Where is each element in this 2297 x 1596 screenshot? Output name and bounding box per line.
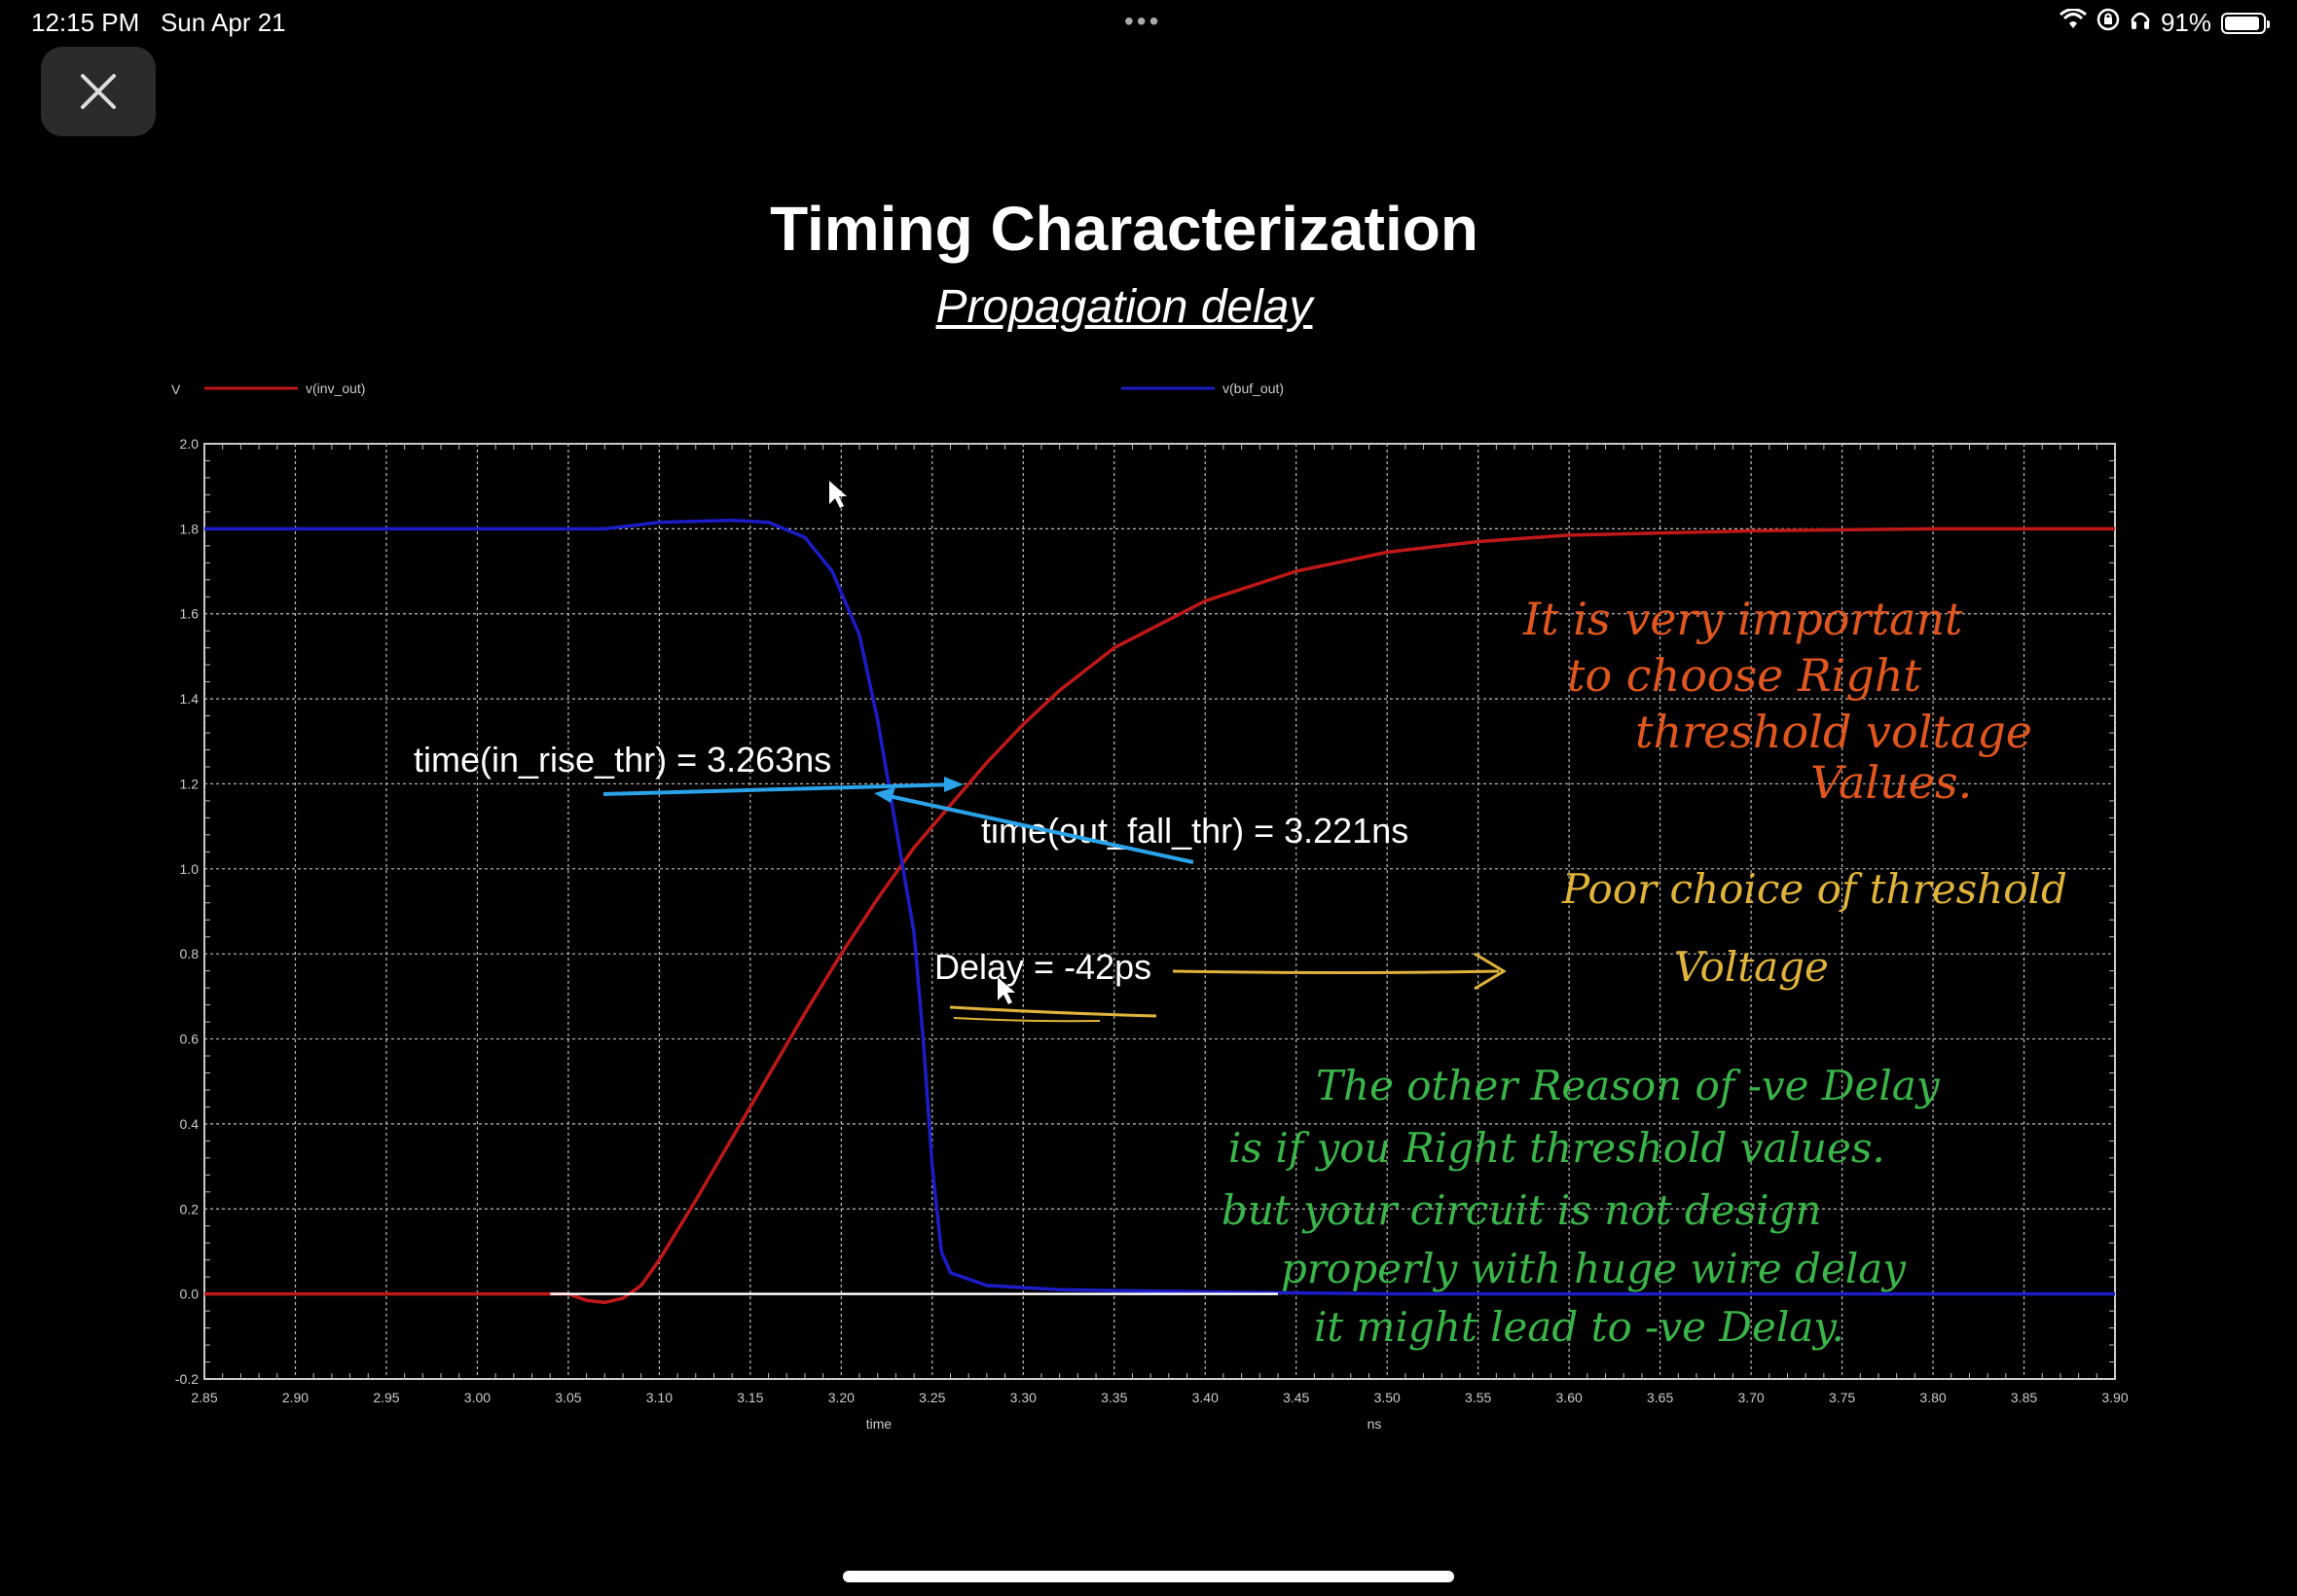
x-tick-label: 3.90	[2101, 1390, 2128, 1405]
annotation-in-rise: time(in_rise_thr) = 3.263ns	[414, 740, 831, 780]
handwritten-note-green: it might lead to -ve Delay.	[1314, 1303, 1844, 1351]
x-tick-label: 3.40	[1192, 1390, 1219, 1405]
arrow-out-fall	[879, 792, 1194, 864]
slide-subtitle: Propagation delay	[935, 281, 1313, 333]
status-time: 12:15 PM Sun Apr 21	[31, 8, 286, 37]
slide-title: Timing Characterization	[770, 194, 1478, 264]
waveform-chart: 2.85 2.90 2.95 3.00 3.05 3.10 3.15 3.20 3.25 3.30…	[171, 381, 2129, 1432]
annotation-delay: Delay = -42ps	[934, 947, 1151, 987]
y-tick-label: 1.6	[180, 606, 200, 622]
y-tick-label: 1.0	[180, 861, 200, 877]
arrowhead-out-fall	[874, 787, 895, 803]
yellow-arrowhead	[1474, 952, 1507, 991]
x-tick-label: 3.50	[1374, 1390, 1401, 1405]
handwritten-note-orange: threshold voltage	[1635, 706, 2032, 758]
y-tick-label: 1.8	[180, 521, 200, 536]
legend-label: v(inv_out)	[306, 381, 365, 396]
handwritten-note-orange: It is very important	[1522, 593, 1963, 645]
x-tick-label: 2.85	[191, 1390, 217, 1405]
close-icon	[81, 74, 116, 109]
yellow-arrow	[1172, 969, 1500, 974]
battery-percent: 91%	[2160, 8, 2211, 37]
series-line	[204, 518, 2115, 1296]
x-tick-label: 3.80	[1919, 1390, 1946, 1405]
x-tick-label: 3.25	[919, 1390, 945, 1405]
x-axis-label: time	[866, 1416, 893, 1432]
x-tick-label: 3.75	[1829, 1390, 1855, 1405]
x-tick-label: 3.35	[1101, 1390, 1127, 1405]
handwritten-note-orange: to choose Right	[1567, 649, 1921, 702]
handwritten-note-yellow: Poor choice of threshold	[1561, 865, 2067, 913]
x-tick-label: 3.70	[1737, 1390, 1764, 1405]
handwritten-note-green: but your circuit is not design	[1221, 1186, 1822, 1234]
x-tick-label: 3.15	[737, 1390, 763, 1405]
multitask-dots-icon[interactable]: •••	[1124, 6, 1162, 36]
x-tick-label: 3.45	[1283, 1390, 1309, 1405]
battery-fill	[2225, 16, 2259, 30]
x-tick-label: 2.90	[282, 1390, 309, 1405]
status-indicators: 91%	[2059, 8, 2270, 38]
handwritten-note-orange: Values.	[1810, 756, 1972, 809]
y-tick-label: -0.2	[175, 1371, 199, 1387]
battery-icon	[2221, 12, 2270, 34]
y-axis-label: V	[171, 381, 181, 397]
y-tick-label: 0.0	[180, 1287, 200, 1302]
mouse-cursor-icon	[998, 977, 1015, 1004]
home-indicator[interactable]	[843, 1571, 1454, 1582]
status-bar: 12:15 PM Sun Apr 21 ••• 91%	[0, 0, 2297, 47]
y-tick-label: 0.8	[180, 946, 200, 961]
handwritten-note-green: properly with huge wire delay	[1281, 1245, 1907, 1292]
x-tick-label: 3.85	[2011, 1390, 2037, 1405]
x-tick-label: 3.55	[1465, 1390, 1491, 1405]
x-tick-label: 3.65	[1647, 1390, 1673, 1405]
yellow-underline-2	[953, 1017, 1101, 1023]
handwritten-note-green: is if you Right threshold values.	[1228, 1124, 1885, 1172]
series-line	[204, 526, 2115, 1305]
x-tick-label: 3.60	[1556, 1390, 1583, 1405]
x-tick-label: 3.05	[555, 1390, 581, 1405]
close-button[interactable]	[41, 47, 156, 136]
y-tick-label: 1.2	[180, 776, 200, 791]
y-tick-label: 0.2	[180, 1201, 200, 1216]
x-unit-label: ns	[1367, 1416, 1382, 1432]
y-tick-label: 1.4	[180, 691, 200, 707]
legend-label: v(buf_out)	[1222, 381, 1284, 396]
x-tick-label: 3.00	[464, 1390, 491, 1405]
handwritten-note-green: The other Reason of -ve Delay	[1316, 1062, 1941, 1109]
arrow-in-rise	[602, 782, 959, 796]
wifi-icon	[2059, 8, 2087, 37]
handwritten-note-yellow: Voltage	[1674, 943, 1829, 991]
y-tick-label: 0.4	[180, 1116, 200, 1132]
headphones-icon	[2130, 9, 2151, 37]
y-tick-label: 0.6	[180, 1032, 200, 1047]
yellow-underline	[949, 1005, 1157, 1018]
y-tick-label: 2.0	[180, 436, 200, 452]
orientation-lock-icon	[2096, 8, 2120, 38]
x-tick-label: 3.10	[646, 1390, 673, 1405]
x-tick-label: 3.20	[828, 1390, 855, 1405]
mouse-cursor-icon	[829, 481, 847, 508]
x-tick-label: 2.95	[373, 1390, 399, 1405]
arrowhead-in-rise	[944, 777, 964, 792]
x-tick-label: 3.30	[1010, 1390, 1037, 1405]
